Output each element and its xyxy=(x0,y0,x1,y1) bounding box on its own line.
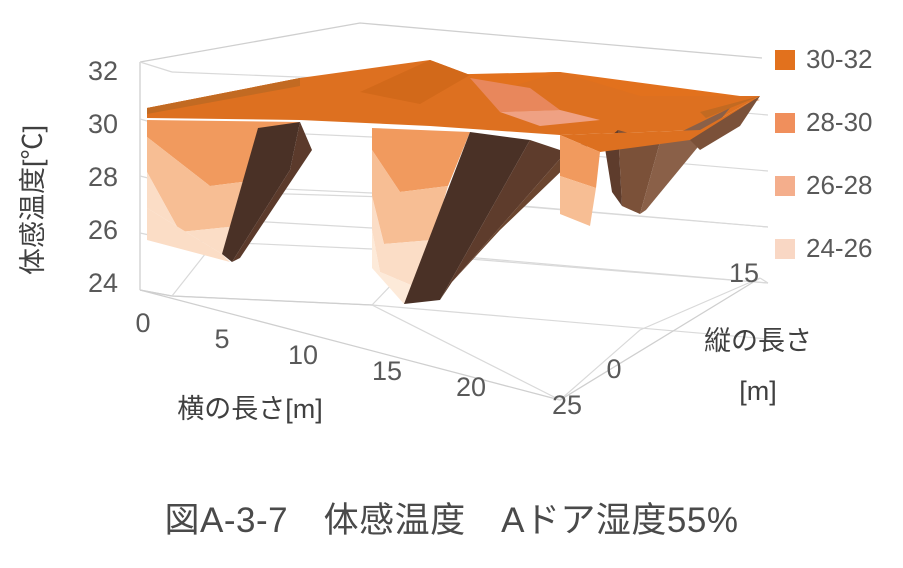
x-tick-5: 25 xyxy=(552,390,582,420)
facet-valley2-26-28 xyxy=(372,150,448,244)
x-tick-4: 20 xyxy=(456,372,486,402)
legend-swatch-3 xyxy=(775,239,795,259)
facet-valley1-26-28 xyxy=(147,137,258,232)
facet-right-arm-shadow xyxy=(690,96,760,150)
facet-valley2-28-30 xyxy=(372,128,470,192)
facet-valley2-24-26 xyxy=(372,196,432,288)
y-tick-1: 30 xyxy=(88,109,118,139)
legend-swatch-1 xyxy=(775,113,795,133)
facet-valley1-shadow2 xyxy=(232,122,312,262)
facet-peak-highlight xyxy=(470,78,560,112)
facet-right-28-30 xyxy=(560,135,600,188)
facet-valley1-shadow xyxy=(222,122,300,262)
x-tick-2: 10 xyxy=(288,340,318,370)
facet-valley2-tip xyxy=(372,230,418,304)
y-tick-2: 28 xyxy=(88,162,118,192)
y-axis-title: 体感温度[℃] xyxy=(18,125,48,275)
legend-label-1: 28-30 xyxy=(806,107,873,137)
z-axis-ticks: 15 0 xyxy=(606,258,759,384)
x-tick-1: 5 xyxy=(214,324,229,354)
x-tick-0: 0 xyxy=(135,308,150,338)
z-axis-title-group: 縦の長さ [m] xyxy=(704,326,812,406)
facet-peak-center xyxy=(430,60,560,90)
y-axis-ticks: 32 30 28 26 24 xyxy=(88,56,118,298)
facet-right-26-28 xyxy=(560,176,596,226)
facet-valley1-floor xyxy=(147,208,230,262)
facet-valley2-shadow-b xyxy=(440,140,566,300)
x-axis-ticks: 0 5 10 15 20 25 xyxy=(135,308,582,420)
z-tick-1: 0 xyxy=(606,354,621,384)
legend-item-0[interactable]: 30-32 xyxy=(775,44,873,74)
z-axis-title-line2: [m] xyxy=(739,376,777,406)
legend-swatch-2 xyxy=(775,176,795,196)
legend-item-3[interactable]: 24-26 xyxy=(775,233,873,263)
facet-valley1-24-26 xyxy=(147,172,238,254)
facet-top-main xyxy=(147,60,760,135)
legend-item-1[interactable]: 28-30 xyxy=(775,107,873,137)
legend-label-0: 30-32 xyxy=(806,44,873,74)
facet-valley3-shadow-a xyxy=(618,130,660,214)
facet-right-tip xyxy=(700,96,760,118)
surface-mesh xyxy=(147,60,760,304)
legend-item-2[interactable]: 26-28 xyxy=(775,170,873,200)
facet-right-arm-top xyxy=(560,96,760,152)
y-axis-title-group: 体感温度[℃] xyxy=(18,125,48,275)
z-tick-0: 15 xyxy=(729,258,759,288)
facet-left-sliver xyxy=(147,78,300,114)
x-tick-3: 15 xyxy=(372,356,402,386)
facet-peak-center-left xyxy=(360,60,470,104)
legend-label-2: 26-28 xyxy=(806,170,873,200)
y-tick-4: 24 xyxy=(88,268,118,298)
y-tick-3: 26 xyxy=(88,215,118,245)
facet-valley2-shadow-a xyxy=(404,132,530,304)
legend-swatch-0 xyxy=(775,50,795,70)
figure-caption: 図A-3-7 体感温度 Aドア湿度55% xyxy=(164,501,739,540)
x-axis-title: 横の長さ[m] xyxy=(177,394,323,424)
y-tick-0: 32 xyxy=(88,56,118,86)
legend: 30-32 28-30 26-28 24-26 xyxy=(775,44,873,263)
z-axis-title-line1: 縦の長さ xyxy=(704,326,812,356)
legend-label-3: 24-26 xyxy=(806,233,873,263)
facet-peak-highlight2 xyxy=(500,110,600,126)
